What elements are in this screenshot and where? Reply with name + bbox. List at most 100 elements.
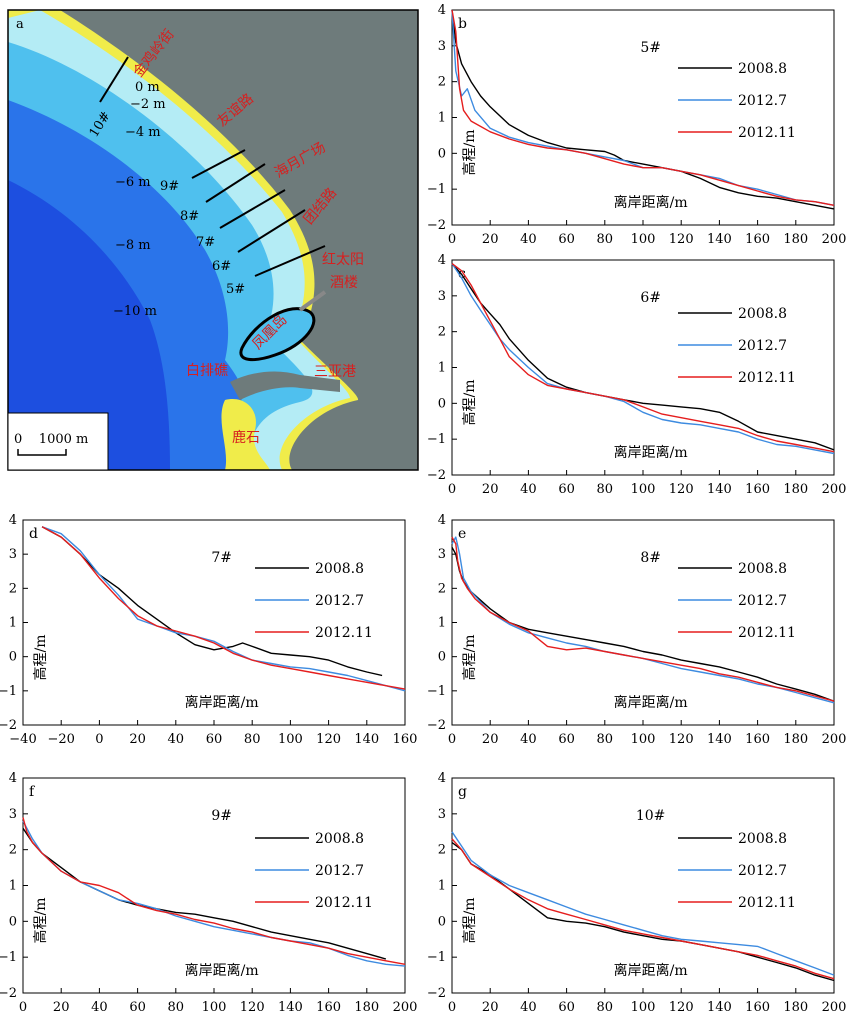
transect-label-7: 7# [196,235,215,250]
x-tick-label: 20 [482,482,499,497]
x-tick-label: 160 [745,1000,770,1015]
x-tick-label: 160 [316,1000,341,1015]
x-tick-label: 200 [822,1000,847,1015]
panel-letter: d [29,526,38,542]
transect-7-line [219,189,286,229]
x-tick-label: 120 [669,1000,694,1015]
depth-label-8: −8 m [115,238,151,253]
plot-frame [451,777,835,994]
y-tick-label: 1 [9,616,17,631]
y-tick-label: −1 [0,684,17,699]
transect-label-8: 8# [180,209,199,224]
plot-frame [451,519,835,726]
y-axis-label: 高程/m [32,635,49,681]
y-axis-label: 高程/m [461,130,478,176]
y-tick-label: −2 [0,718,17,733]
y-tick-label: 0 [438,650,446,665]
x-tick-label: 160 [745,482,770,497]
x-tick-label: 60 [558,482,575,497]
x-tick-label: 140 [707,232,732,247]
legend-label: 2012.11 [738,625,796,641]
transect-label-9: 9# [160,179,179,194]
place-lushi: 鹿石 [232,429,260,446]
y-tick-label: −1 [427,950,446,965]
series-line-2008.8 [451,841,835,982]
depth-label-4: −4 m [125,125,161,140]
series-line-2012.11 [22,817,406,965]
x-tick-label: 200 [822,732,847,747]
x-tick-label: 160 [745,732,770,747]
place-hongtaiyang: 红太阳 [322,252,364,268]
series-line-2012.11 [41,526,406,690]
y-tick-label: −2 [427,218,446,233]
y-axis-label: 高程/m [32,898,49,944]
series-line-2012.7 [451,831,835,976]
y-tick-label: 4 [438,253,446,268]
bathymetry-map: a 0 m −2 m −4 m −6 m −8 m −10 m 5# 6# 7#… [7,9,419,471]
x-tick-label: 180 [783,232,808,247]
y-tick-label: 4 [438,513,446,528]
chart-title: 8# [640,550,661,566]
x-tick-label: 120 [669,732,694,747]
series-line-2008.8 [22,827,387,960]
x-tick-label: 100 [278,732,303,747]
chart-title: 7# [211,550,232,566]
x-tick-label: 180 [783,732,808,747]
place-restaurant: 酒楼 [330,275,358,291]
legend-label: 2008.8 [315,831,364,847]
x-tick-label: 20 [129,732,146,747]
legend-label: 2012.11 [315,625,373,641]
x-tick-label: 40 [520,732,537,747]
x-tick-label: 80 [597,732,614,747]
x-tick-label: 0 [448,1000,456,1015]
x-tick-label: 100 [202,1000,227,1015]
y-tick-label: 0 [438,914,446,929]
x-tick-label: 180 [783,1000,808,1015]
map-frame [7,9,419,471]
place-sanya-port: 三亚港 [314,364,356,380]
series-line-2012.11 [451,536,835,702]
x-tick-label: 140 [707,1000,732,1015]
x-axis-label: 离岸距离/m [185,962,259,979]
y-axis-label: 高程/m [461,380,478,426]
y-tick-label: 0 [9,650,17,665]
x-tick-label: 80 [597,232,614,247]
depth-label-6: −6 m [115,175,151,190]
x-tick-label: 180 [354,1000,379,1015]
x-tick-label: 140 [354,732,379,747]
x-tick-label: 60 [558,1000,575,1015]
legend-label: 2012.7 [738,593,787,609]
causeway [298,290,327,312]
legend-label: 2012.11 [738,370,796,386]
legend-label: 2012.7 [315,863,364,879]
x-tick-label: 200 [822,232,847,247]
x-tick-label: 0 [448,732,456,747]
series-line-2012.11 [451,263,835,453]
legend-label: 2008.8 [315,561,364,577]
x-tick-label: 160 [393,732,418,747]
x-tick-label: 80 [168,1000,185,1015]
x-tick-label: 40 [520,482,537,497]
y-tick-label: 0 [438,396,446,411]
y-tick-label: −2 [0,986,17,1001]
x-tick-label: 0 [448,232,456,247]
y-tick-label: 4 [9,771,17,786]
legend-label: 2012.7 [315,593,364,609]
chart-title: 5# [640,40,661,56]
y-tick-label: 4 [9,513,17,528]
x-tick-label: −40 [9,732,36,747]
x-tick-label: 140 [707,482,732,497]
series-line-2012.7 [41,526,406,692]
x-tick-label: 100 [631,732,656,747]
scale-bar-label: 0 1000 m [14,432,88,447]
x-axis-label: 离岸距离/m [185,694,259,711]
x-axis-label: 离岸距离/m [614,194,688,211]
x-tick-label: 180 [783,482,808,497]
y-tick-label: −1 [427,432,446,447]
x-tick-label: 20 [482,732,499,747]
